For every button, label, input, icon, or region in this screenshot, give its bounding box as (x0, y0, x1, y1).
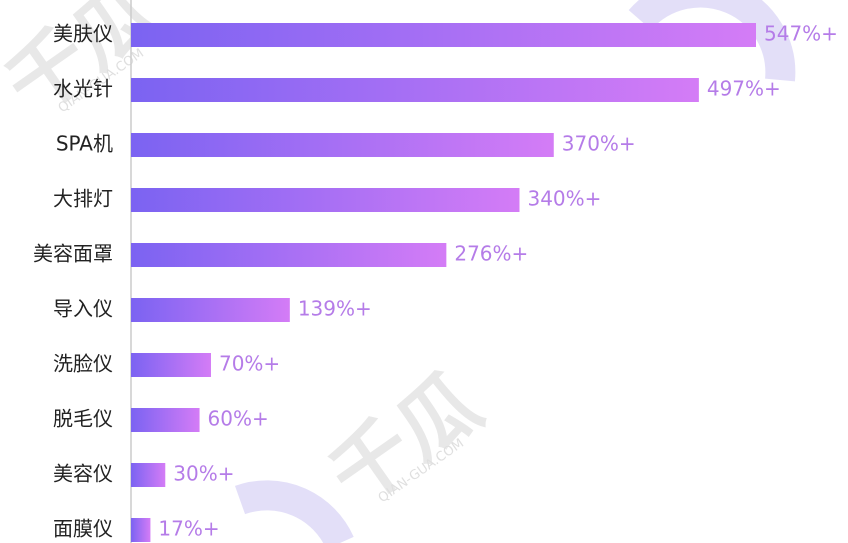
bar (131, 133, 554, 157)
value-label: 340%+ (527, 187, 601, 211)
category-label: 面膜仪 (53, 517, 113, 541)
bar (131, 23, 757, 47)
value-label: 139%+ (298, 297, 372, 321)
value-label: 547%+ (764, 22, 838, 46)
value-label: 497%+ (707, 77, 781, 101)
category-label: SPA机 (56, 132, 113, 156)
watermark-text: 千瓜 (313, 356, 497, 524)
value-label: 276%+ (454, 242, 528, 266)
category-label: 美容面罩 (33, 242, 113, 266)
category-label: 美容仪 (53, 462, 113, 486)
bar (131, 188, 520, 212)
value-label: 17%+ (158, 517, 219, 541)
value-label: 60%+ (208, 407, 269, 431)
value-label: 30%+ (173, 462, 234, 486)
bar (131, 463, 166, 487)
value-label: 370%+ (562, 132, 636, 156)
bar (131, 243, 447, 267)
bar (131, 298, 290, 322)
category-label: 脱毛仪 (53, 407, 113, 431)
category-label: 大排灯 (53, 187, 113, 211)
bar (131, 408, 200, 432)
bar (131, 518, 151, 542)
category-label: 导入仪 (53, 297, 113, 321)
category-label: 美肤仪 (53, 22, 113, 46)
category-label: 水光针 (53, 77, 113, 101)
bar (131, 78, 699, 102)
category-label: 洗脸仪 (53, 352, 113, 376)
watermark-arc (628, 0, 796, 82)
bar (131, 353, 211, 377)
watermark-arc (234, 480, 354, 543)
watermark-text: 千瓜 (0, 0, 173, 133)
value-label: 70%+ (219, 352, 280, 376)
